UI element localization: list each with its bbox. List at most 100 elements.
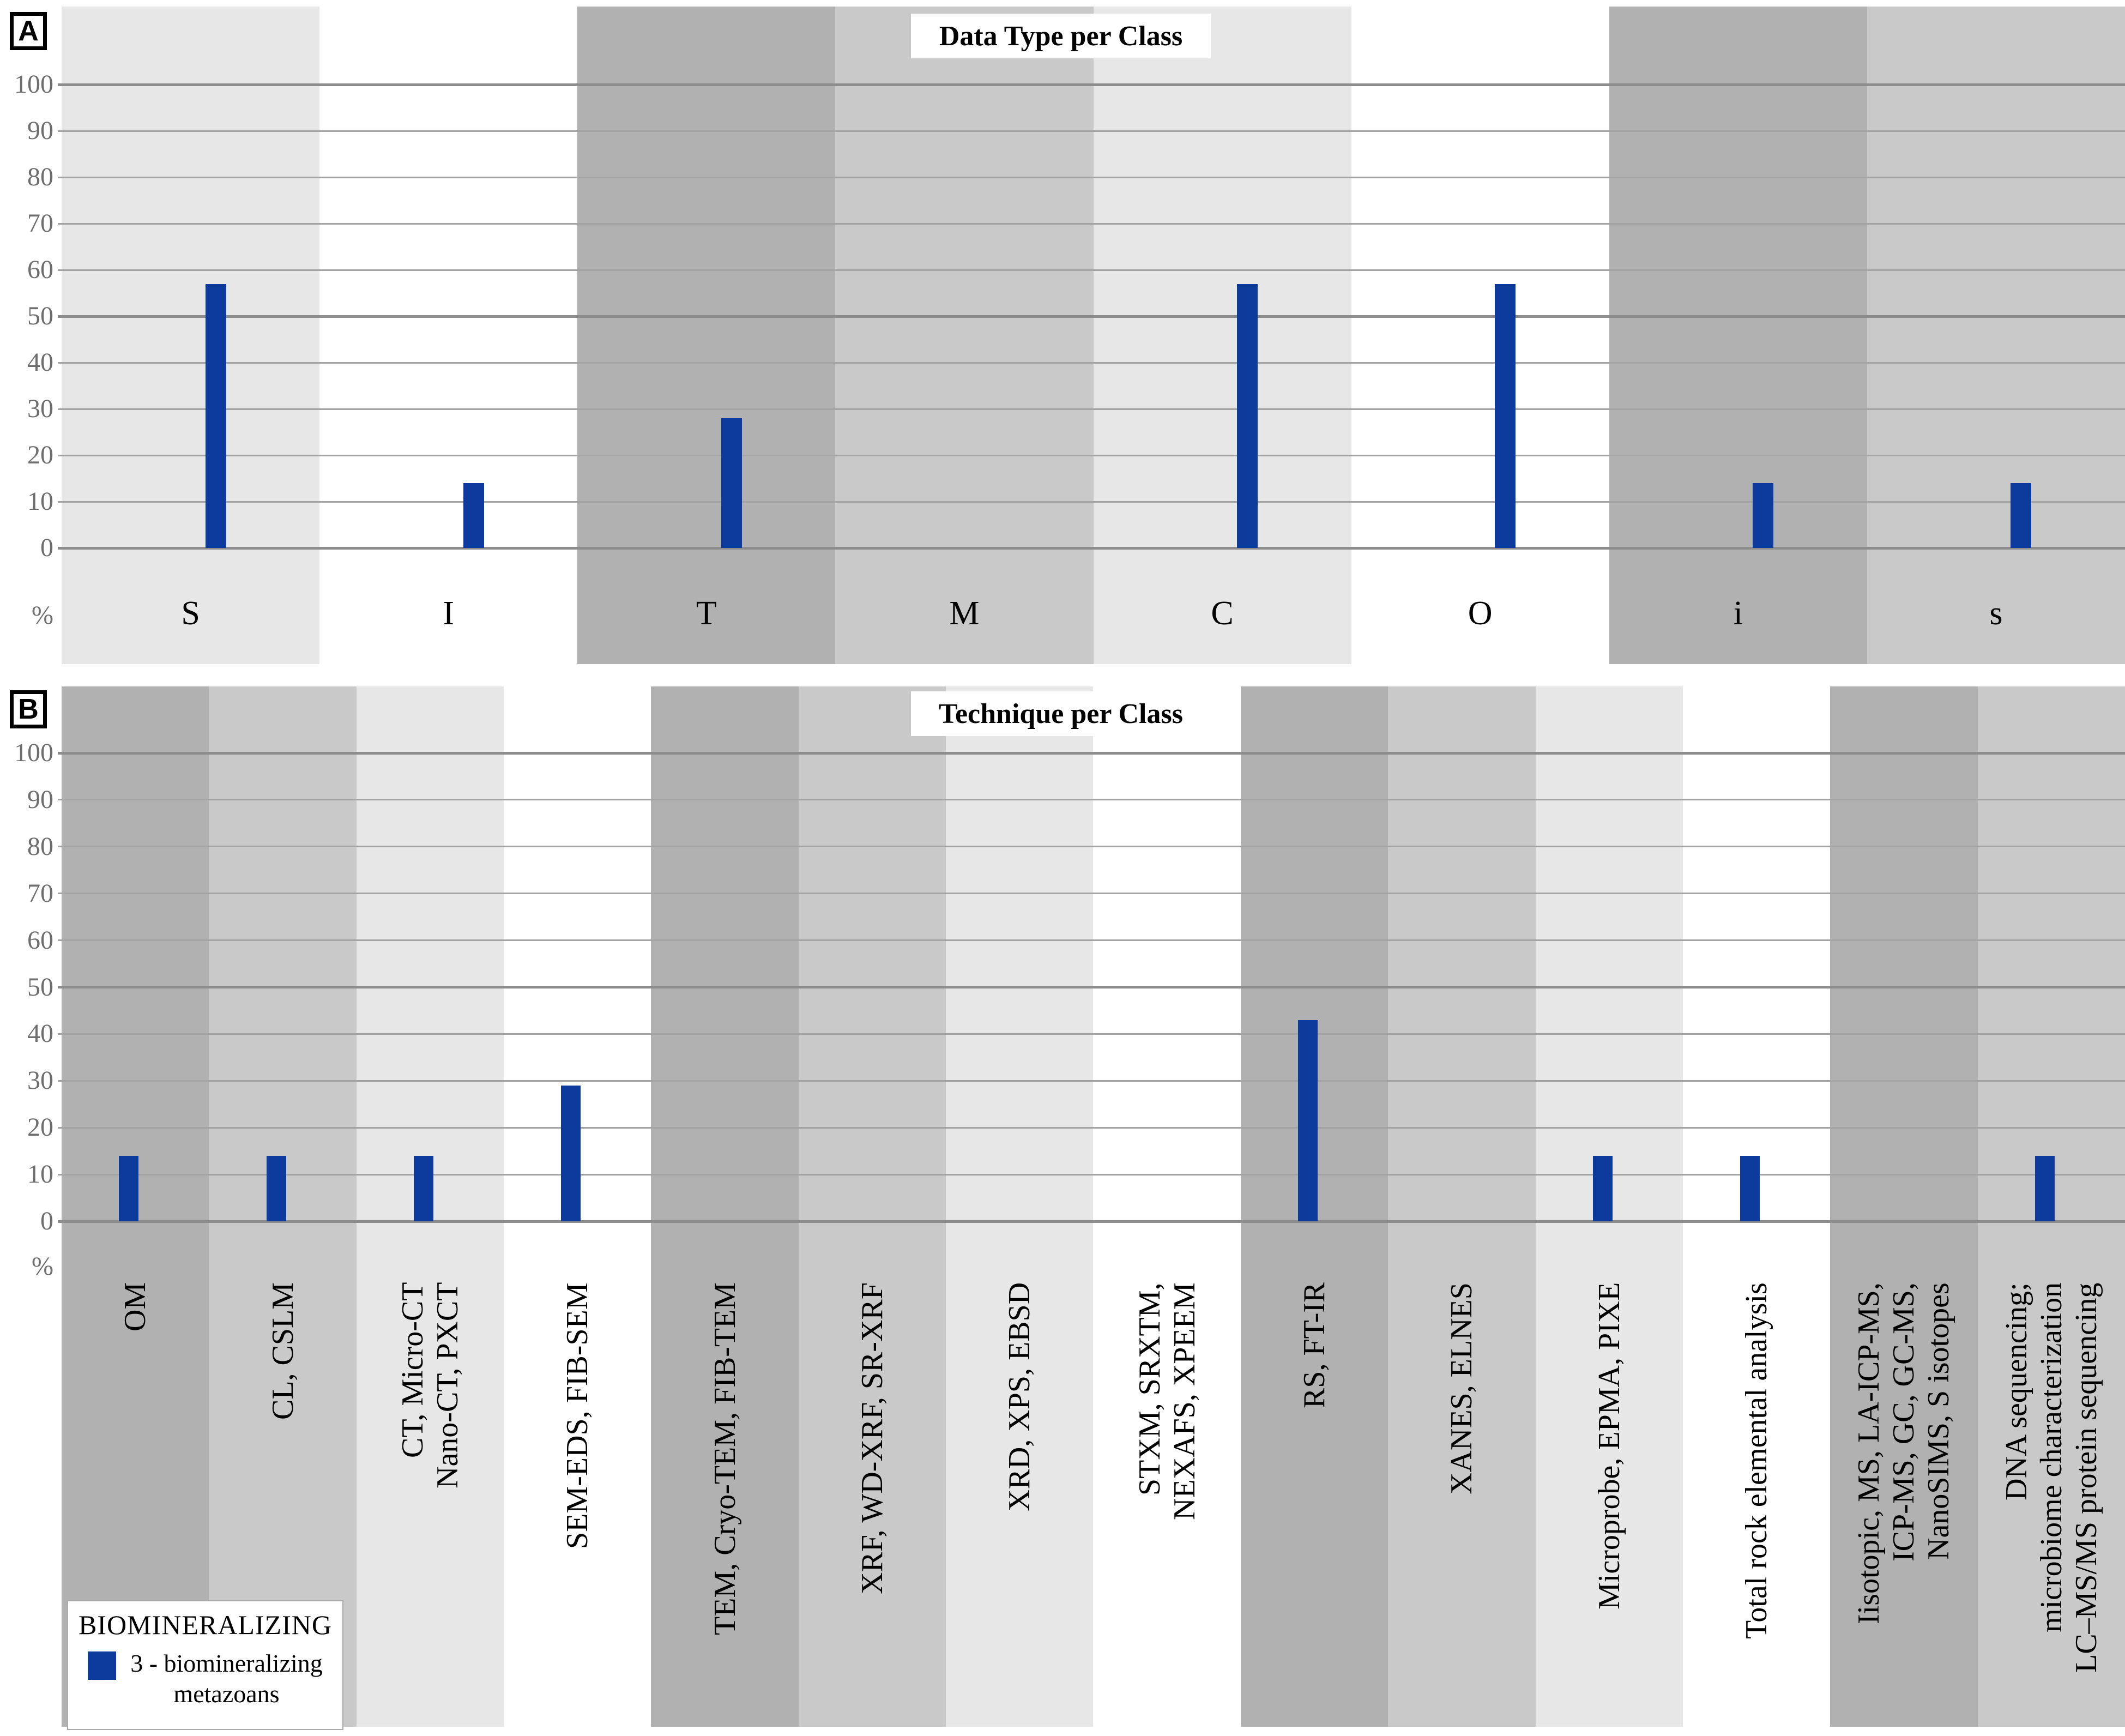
panel_b-xlabel-line: STXM, SRXTM, [1132, 1282, 1167, 1496]
panel_a-ytick-100: 100 [14, 70, 53, 99]
panel_b-bar [119, 1155, 139, 1221]
panel_b-gridline-70 [58, 893, 2125, 895]
panel_b-xlabel: TEM, Cryo-TEM, FIB-TEM [708, 1282, 742, 1725]
panel_b-gridline-80 [58, 846, 2125, 848]
panel_b-xlabel-line: Nano-CT, PXCT [430, 1282, 464, 1489]
panel_a-ytick-60: 60 [27, 255, 53, 284]
panel_a-bar [721, 418, 742, 548]
panel_a-ytick-40: 40 [27, 348, 53, 377]
panel_b-xlabel-line: RS, FT-IR [1297, 1282, 1332, 1409]
panel_b-bar [1592, 1155, 1613, 1221]
legend-label: 3 - biomineralizing metazoans [130, 1648, 323, 1709]
panel_b-xlabel-line: SEM-EDS, FIB-SEM [560, 1282, 595, 1549]
panel_a-band [835, 7, 1094, 664]
panel_b-bar [561, 1085, 581, 1221]
legend-item: 3 - biomineralizing metazoans [68, 1648, 342, 1709]
panel_b-xlabel-slot: STXM, SRXTM, NEXAFS, XPEEM [1093, 1282, 1240, 1725]
panel_a-xlabel: C [1211, 595, 1234, 632]
panel_a-bar [2011, 483, 2032, 548]
panel_b-bar [1298, 1020, 1318, 1221]
panel-b-percent-label: % [32, 1252, 53, 1281]
panel_a-ytick-10: 10 [27, 487, 53, 516]
panel-a-percent-label: % [32, 601, 53, 630]
panel_a-gridline-40 [58, 361, 2125, 364]
panel_b-band [798, 686, 947, 1727]
panel_a-gridline-100 [58, 83, 2125, 86]
legend: BIOMINERALIZING 3 - biomineralizing meta… [67, 1600, 343, 1730]
panel_a-ytick-70: 70 [27, 209, 53, 238]
panel_b-xlabel-slot: RS, FT-IR [1241, 1282, 1388, 1725]
panel-a-title: Data Type per Class [911, 14, 1211, 58]
panel_b-xlabel: XANES, ELNES [1444, 1282, 1479, 1725]
panel_b-ytick-90: 90 [27, 785, 53, 814]
panel_b-ytick-40: 40 [27, 1019, 53, 1048]
panel_a-band [62, 7, 321, 664]
panel_b-ytick-60: 60 [27, 925, 53, 955]
panel_b-xlabel: XRD, XPS, EBSD [1002, 1282, 1037, 1725]
legend-title: BIOMINERALIZING [79, 1610, 332, 1640]
panel_b-ytick-10: 10 [27, 1160, 53, 1189]
panel_a-xlabel: I [443, 595, 455, 632]
panel_b-gridline-100 [58, 751, 2125, 755]
panel_b-bar [2035, 1155, 2055, 1221]
panel_a-band [1609, 7, 1868, 664]
legend-label-line1: 3 - biomineralizing [130, 1649, 323, 1677]
panel_b-xlabel-line: XRD, XPS, EBSD [1003, 1282, 1037, 1512]
panel_b-band [1830, 686, 1978, 1727]
panel_a-ytick-80: 80 [27, 162, 53, 191]
panel_b-xlabel: Total rock elemental analysis [1739, 1282, 1774, 1725]
panel_b-xlabel-slot: DNA sequencing; microbiome characterizati… [1978, 1282, 2125, 1725]
panel_b-ytick-100: 100 [14, 738, 53, 767]
panel_b-xlabel-line: ICP-MS, GC, GC-MS, [1887, 1282, 1921, 1562]
panel_b-xlabel: CT, Micro-CT Nano-CT, PXCT [395, 1282, 465, 1725]
panel_b-xlabel-line: Microprobe, EPMA, PIXE [1592, 1282, 1626, 1610]
panel_a-bar [1237, 284, 1258, 548]
panel_b-xlabel-line: LC–MS/MS protein sequencing [2069, 1282, 2103, 1673]
panel-b-badge: B [10, 690, 47, 728]
panel_b-gridline-60 [58, 939, 2125, 942]
panel_a-xlabel: M [949, 595, 980, 632]
panel_b-ytick-0: 0 [40, 1207, 53, 1235]
panel_a-gridline-80 [58, 176, 2125, 178]
panel_b-gridline-40 [58, 1033, 2125, 1035]
panel_a-bar [463, 483, 484, 548]
panel_b-xlabel-line: CT, Micro-CT [395, 1282, 430, 1458]
panel_b-xlabel-slot: Microprobe, EPMA, PIXE [1536, 1282, 1683, 1725]
legend-swatch [88, 1651, 117, 1680]
panel_b-gridline-0 [58, 1220, 2125, 1223]
panel_a-xlabel: S [181, 595, 200, 632]
panel_b-ytick-50: 50 [27, 972, 53, 1002]
panel_b-band [1093, 686, 1241, 1727]
panel_a-gridline-20 [58, 454, 2125, 456]
panel_a-xlabel: s [1989, 595, 2003, 632]
panel_b-xlabel-slot: CT, Micro-CT Nano-CT, PXCT [357, 1282, 504, 1725]
panel_b-xlabel-slot: Total rock elemental analysis [1683, 1282, 1830, 1725]
panel_b-ytick-80: 80 [27, 831, 53, 861]
panel_a-band [1093, 7, 1352, 664]
panel_b-xlabel-slot: TEM, Cryo-TEM, FIB-TEM [651, 1282, 798, 1725]
panel_b-xlabel: Iisotopic, MS, LA-ICP-MS, ICP-MS, GC, GC-… [1851, 1282, 1956, 1725]
panel_a-gridline-0 [58, 546, 2125, 550]
panel_a-band [1867, 7, 2125, 664]
panel_a-ytick-50: 50 [27, 302, 53, 330]
panel_a-xlabel: O [1468, 595, 1493, 632]
panel_a-ytick-0: 0 [40, 533, 53, 562]
panel_a-ytick-20: 20 [27, 441, 53, 469]
panel_b-bar [413, 1155, 433, 1221]
panel_a-xlabel: T [696, 595, 717, 632]
panel_b-xlabel-line: XANES, ELNES [1445, 1282, 1479, 1494]
panel_a-gridline-10 [58, 501, 2125, 503]
panel_a-gridline-60 [58, 269, 2125, 271]
panel_a-bar [1495, 284, 1516, 548]
legend-label-line2: metazoans [173, 1680, 280, 1708]
panel_a-xlabel: i [1733, 595, 1743, 632]
panel_b-ytick-20: 20 [27, 1113, 53, 1142]
panel_b-gridline-90 [58, 799, 2125, 801]
panel_b-band [1388, 686, 1536, 1727]
panel_b-band [946, 686, 1094, 1727]
panel_b-gridline-20 [58, 1126, 2125, 1129]
panel_b-band [651, 686, 799, 1727]
panel_a-gridline-90 [58, 130, 2125, 132]
panel_b-xlabel-slot: XANES, ELNES [1388, 1282, 1535, 1725]
